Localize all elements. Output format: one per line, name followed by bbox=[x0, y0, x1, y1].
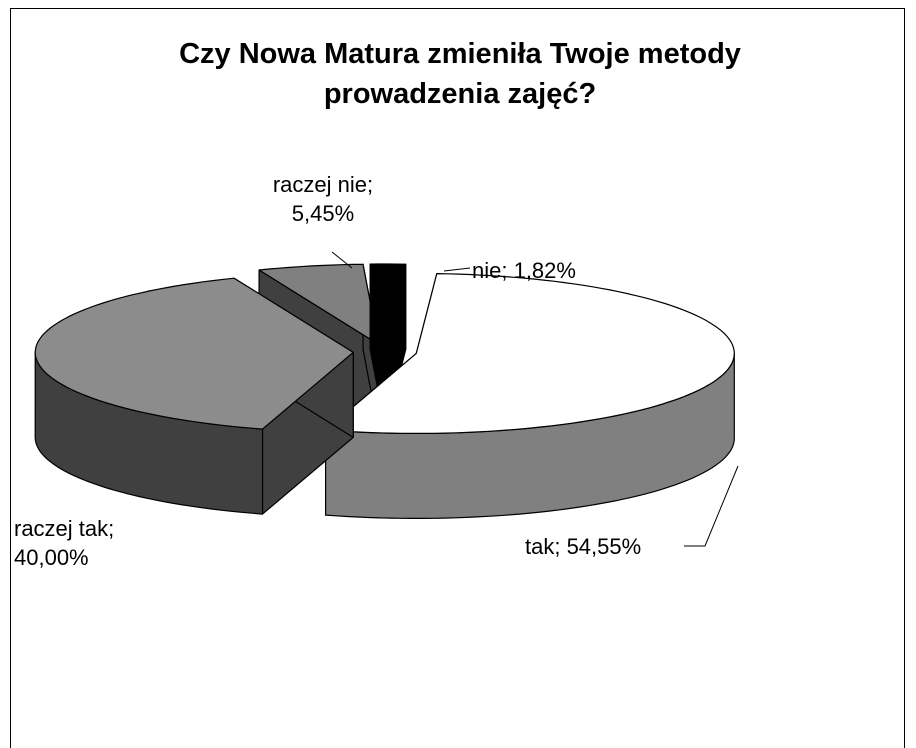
chart-title: Czy Nowa Matura zmieniła Twoje metody pr… bbox=[179, 38, 741, 110]
chart-frame bbox=[10, 8, 905, 748]
data-label: raczej nie; 5,45% bbox=[272, 172, 374, 226]
data-label: tak; 54,55% bbox=[525, 534, 642, 559]
slice bbox=[325, 273, 735, 434]
leader-line bbox=[443, 267, 471, 272]
slice bbox=[369, 263, 407, 345]
slice bbox=[258, 263, 379, 345]
data-label: nie; 1,82% bbox=[472, 258, 576, 283]
data-label: raczej tak; 40,00% bbox=[14, 516, 115, 570]
leader-line bbox=[684, 465, 739, 547]
slice bbox=[34, 277, 354, 430]
leader-line bbox=[331, 251, 353, 269]
